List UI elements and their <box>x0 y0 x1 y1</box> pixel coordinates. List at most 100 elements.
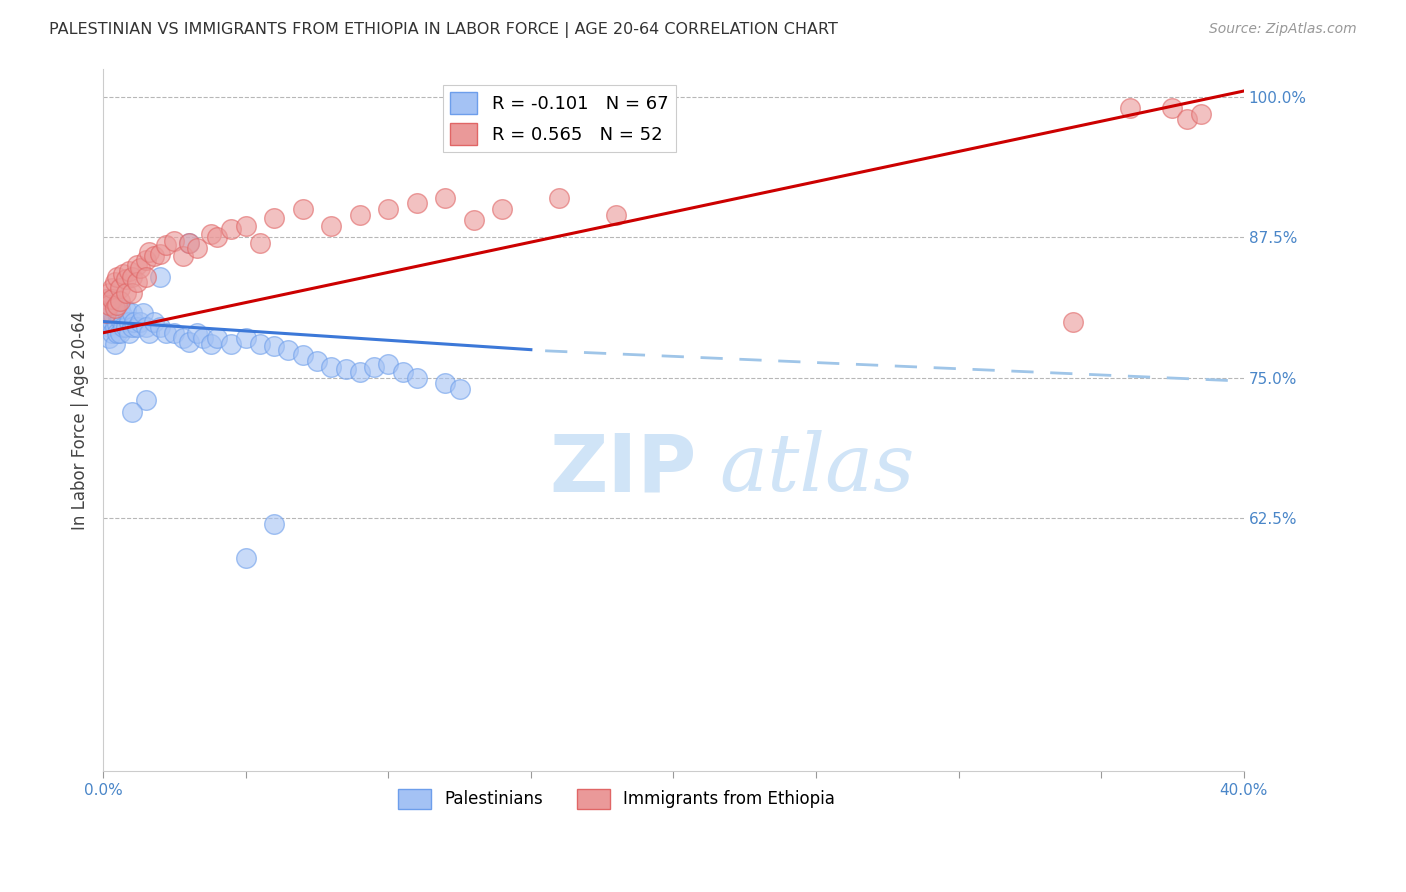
Point <box>235 550 257 565</box>
Point <box>149 269 172 284</box>
Point <box>149 320 172 334</box>
Point <box>112 309 135 323</box>
Point <box>391 365 413 379</box>
Point <box>118 264 141 278</box>
Point <box>129 260 152 275</box>
Point <box>115 303 138 318</box>
Text: Source: ZipAtlas.com: Source: ZipAtlas.com <box>1209 22 1357 37</box>
Point <box>110 294 132 309</box>
Point <box>263 516 285 531</box>
Point <box>94 303 117 318</box>
Point <box>112 320 135 334</box>
Point <box>321 219 343 233</box>
Point <box>118 314 141 328</box>
Point <box>263 211 285 225</box>
Point <box>1189 106 1212 120</box>
Point <box>1175 112 1198 127</box>
Point <box>103 337 125 351</box>
Point <box>405 371 427 385</box>
Point <box>363 359 385 374</box>
Point <box>115 272 138 286</box>
Point <box>291 348 314 362</box>
Text: atlas: atlas <box>718 431 914 508</box>
Point <box>127 320 149 334</box>
Point <box>100 292 122 306</box>
Point <box>235 219 257 233</box>
Point <box>186 242 208 256</box>
Point <box>249 235 271 250</box>
Point <box>115 286 138 301</box>
Point <box>291 202 314 216</box>
Point <box>135 320 157 334</box>
Point <box>186 326 208 340</box>
Point <box>1062 314 1084 328</box>
Point <box>121 404 143 418</box>
Point <box>172 249 194 263</box>
Point <box>135 252 157 267</box>
Point <box>200 227 222 241</box>
Point <box>121 305 143 319</box>
Point <box>349 365 371 379</box>
Point <box>249 337 271 351</box>
Point <box>205 230 228 244</box>
Point <box>605 208 627 222</box>
Point <box>143 249 166 263</box>
Point <box>548 191 571 205</box>
Point <box>335 361 357 376</box>
Point <box>321 359 343 374</box>
Point <box>105 326 128 340</box>
Point <box>1161 101 1184 115</box>
Point <box>405 196 427 211</box>
Point <box>124 314 146 328</box>
Point <box>205 331 228 345</box>
Point <box>94 305 117 319</box>
Point <box>434 376 457 391</box>
Text: PALESTINIAN VS IMMIGRANTS FROM ETHIOPIA IN LABOR FORCE | AGE 20-64 CORRELATION C: PALESTINIAN VS IMMIGRANTS FROM ETHIOPIA … <box>49 22 838 38</box>
Point <box>127 275 149 289</box>
Point <box>463 213 485 227</box>
Point <box>121 269 143 284</box>
Point <box>221 222 243 236</box>
Point <box>100 294 122 309</box>
Point <box>94 292 117 306</box>
Point <box>110 301 132 315</box>
Point <box>263 339 285 353</box>
Point <box>135 393 157 408</box>
Point <box>97 305 120 319</box>
Point <box>97 286 120 301</box>
Point <box>132 305 155 319</box>
Point <box>97 301 120 315</box>
Point <box>172 331 194 345</box>
Point <box>163 326 186 340</box>
Point <box>200 337 222 351</box>
Point <box>105 305 128 319</box>
Point <box>221 337 243 351</box>
Point <box>177 235 200 250</box>
Point <box>1118 101 1140 115</box>
Point <box>97 331 120 345</box>
Point <box>377 202 399 216</box>
Point <box>121 286 143 301</box>
Text: ZIP: ZIP <box>548 430 696 508</box>
Point <box>103 301 125 315</box>
Point <box>163 234 186 248</box>
Point <box>103 320 125 334</box>
Point <box>103 275 125 289</box>
Point <box>177 235 200 250</box>
Point <box>100 326 122 340</box>
Point <box>118 326 141 340</box>
Point <box>349 208 371 222</box>
Point <box>305 354 328 368</box>
Point <box>377 357 399 371</box>
Point <box>100 314 122 328</box>
Point <box>155 326 177 340</box>
Point <box>110 326 132 340</box>
Point <box>105 269 128 284</box>
Point <box>277 343 299 357</box>
Point <box>100 305 122 319</box>
Point <box>97 320 120 334</box>
Point <box>143 314 166 328</box>
Point <box>94 292 117 306</box>
Point <box>94 314 117 328</box>
Point <box>129 314 152 328</box>
